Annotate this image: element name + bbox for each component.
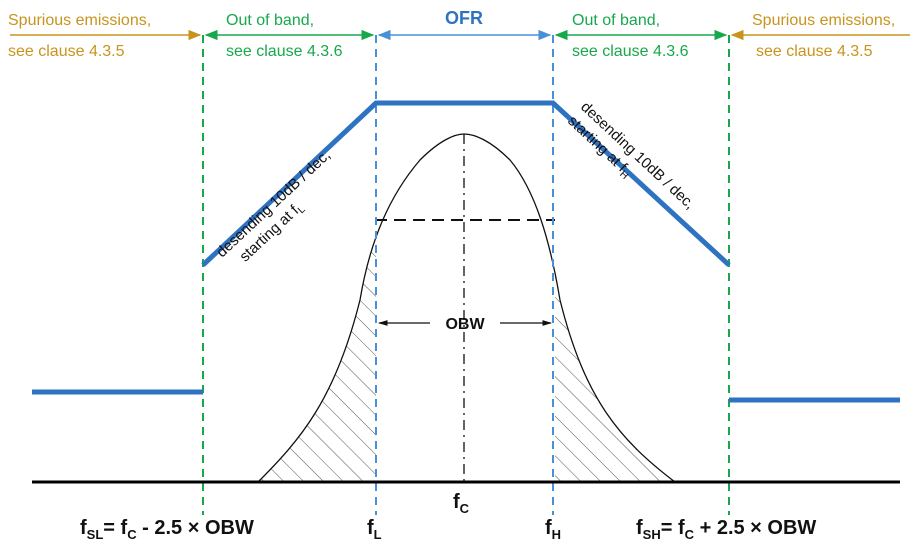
hatched-skirt-right bbox=[555, 273, 675, 482]
fc-label: fC bbox=[453, 491, 470, 516]
spurious-left-label-line2: see clause 4.3.5 bbox=[8, 43, 125, 60]
oob-right-label-line2: see clause 4.3.6 bbox=[572, 43, 689, 60]
fl-label: fL bbox=[367, 517, 382, 542]
spurious-right-label: Spurious emissions, bbox=[752, 12, 895, 29]
ofr-label: OFR bbox=[445, 8, 483, 28]
oob-left-label: Out of band, bbox=[226, 12, 314, 29]
hatched-skirt-left bbox=[258, 237, 376, 482]
oob-left-label-line2: see clause 4.3.6 bbox=[226, 43, 343, 60]
obw-label: OBW bbox=[445, 316, 485, 333]
svg-text:desending 10dB / dec,: desending 10dB / dec, bbox=[213, 147, 334, 261]
slope-left-annotation: desending 10dB / dec, starting at fL bbox=[213, 147, 334, 266]
svg-text:desending 10dB / dec,: desending 10dB / dec, bbox=[577, 98, 698, 212]
spurious-left-label: Spurious emissions, bbox=[8, 12, 151, 29]
slope-right-annotation: desending 10dB / dec, starting at fH bbox=[564, 98, 698, 212]
spectrum-mask-oob-and-ofr bbox=[201, 100, 731, 267]
oob-right-label: Out of band, bbox=[572, 12, 660, 29]
fsl-formula: fSL= fC - 2.5 × OBW bbox=[80, 517, 254, 542]
fh-label: fH bbox=[545, 517, 561, 542]
fsh-formula: fSH= fC + 2.5 × OBW bbox=[636, 517, 816, 542]
spurious-right-label-line2: see clause 4.3.5 bbox=[756, 43, 873, 60]
